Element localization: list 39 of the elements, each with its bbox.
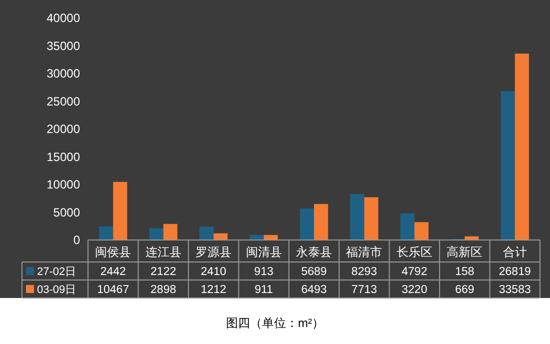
data-label: 5689 xyxy=(301,266,327,278)
y-tick-label: 10000 xyxy=(46,178,80,192)
data-label: 6493 xyxy=(301,284,327,296)
y-tick-label: 5000 xyxy=(53,205,80,220)
data-label: 913 xyxy=(254,266,274,278)
x-tick-label: 闽侯县 xyxy=(95,245,132,259)
y-tick-label: 25000 xyxy=(46,94,80,108)
data-label: 2898 xyxy=(150,284,176,296)
x-tick-label: 罗源县 xyxy=(196,245,232,259)
x-tick-label: 高新区 xyxy=(446,245,483,259)
data-label: 1212 xyxy=(200,284,226,296)
data-label: 911 xyxy=(254,284,273,296)
x-tick-label: 长乐区 xyxy=(396,245,432,259)
y-tick-label: 0 xyxy=(73,233,80,247)
data-label: 2442 xyxy=(100,266,126,278)
data-label: 2410 xyxy=(200,266,226,278)
y-tick-label: 20000 xyxy=(46,122,80,136)
legend-label: 27-02日 xyxy=(37,266,76,278)
data-label: 3220 xyxy=(402,284,428,296)
x-tick-label: 闽清县 xyxy=(246,245,282,259)
data-label: 158 xyxy=(455,266,474,278)
legend-label: 03-09日 xyxy=(37,284,76,296)
data-label: 10467 xyxy=(97,284,130,296)
data-label: 7713 xyxy=(351,284,378,296)
y-tick-label: 15000 xyxy=(46,150,80,164)
data-label: 4792 xyxy=(402,266,428,278)
y-tick-label: 35000 xyxy=(46,38,80,53)
x-tick-label: 合计 xyxy=(502,245,527,259)
data-label: 669 xyxy=(455,284,474,296)
data-label: 2122 xyxy=(150,266,176,278)
y-tick-label: 40000 xyxy=(46,11,80,25)
x-tick-label: 永泰县 xyxy=(296,245,332,259)
data-label: 26819 xyxy=(498,266,531,278)
text: 图四（单位：m²） xyxy=(226,316,324,330)
y-tick-label: 30000 xyxy=(46,66,80,80)
x-tick-label: 连江县 xyxy=(145,245,182,259)
x-tick-label: 福清市 xyxy=(346,245,382,259)
data-label: 8293 xyxy=(351,266,378,278)
data-label: 33583 xyxy=(498,284,531,296)
